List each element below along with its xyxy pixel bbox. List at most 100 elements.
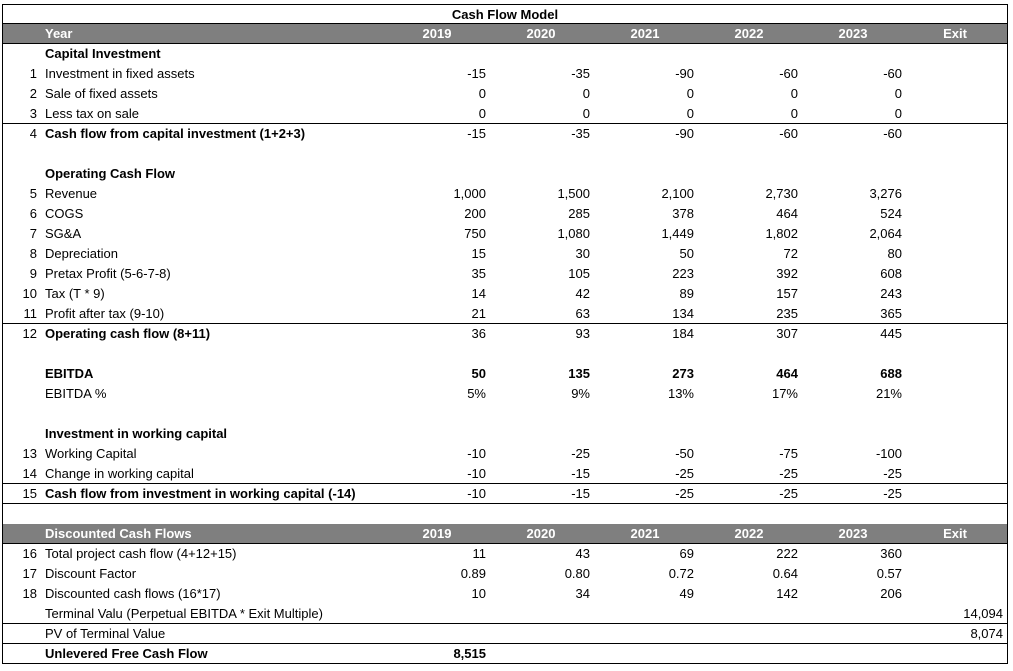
row-label: Pretax Profit (5-6-7-8) (45, 266, 171, 281)
cell-2021: 0 (686, 106, 694, 121)
cell-2023: 21% (875, 386, 902, 401)
row-number: 3 (29, 106, 37, 121)
table-row: 8 Depreciation 15 30 50 72 80 (3, 244, 1007, 264)
row-number: 10 (22, 286, 37, 301)
section-heading: Capital Investment (3, 44, 1007, 64)
row-label: SG&A (45, 226, 82, 241)
cell-2019: 5% (467, 386, 486, 401)
operating-heading: Operating Cash Flow (45, 166, 176, 181)
cell-2022: -25 (779, 466, 798, 481)
ebitda-label: EBITDA (45, 366, 94, 381)
row-label: Cash flow from capital investment (1+2+3… (45, 126, 306, 141)
cell-2020: -15 (571, 486, 590, 501)
spacer-row (3, 404, 1007, 424)
row-label: Working Capital (45, 446, 137, 461)
cell-2019: 1,000 (453, 186, 486, 201)
table-row: 6 COGS 200 285 378 464 524 (3, 204, 1007, 224)
cell-2020: 34 (575, 586, 590, 601)
cell-2020: 285 (568, 206, 590, 221)
cell-2019: -10 (467, 466, 486, 481)
cell-2019: -10 (467, 446, 486, 461)
cell-2022: 392 (776, 266, 798, 281)
cell-2023: 3,276 (869, 186, 902, 201)
header-year-2019: 2019 (422, 26, 452, 41)
capital-heading: Capital Investment (45, 46, 161, 61)
title-row: Cash Flow Model (3, 4, 1007, 24)
ufcf-row: Unlevered Free Cash Flow 8,515 (3, 644, 1007, 664)
header-year-2020: 2020 (526, 526, 556, 541)
cell-2021: -50 (675, 446, 694, 461)
row-number: 4 (29, 126, 37, 141)
pv-terminal-row: PV of Terminal Value 8,074 (3, 624, 1007, 644)
cell-2020: 42 (575, 286, 590, 301)
discounted-header-row: Discounted Cash Flows 2019 2020 2021 202… (3, 524, 1007, 544)
row-number: 9 (29, 266, 37, 281)
cell-2023: 206 (880, 586, 902, 601)
table-row: 9 Pretax Profit (5-6-7-8) 35 105 223 392… (3, 264, 1007, 284)
row-number: 12 (22, 326, 37, 341)
cell-2021: 1,449 (661, 226, 694, 241)
cell-2021: 0 (686, 86, 694, 101)
cell-2023: 360 (880, 546, 902, 561)
table-row: 4 Cash flow from capital investment (1+2… (3, 124, 1007, 144)
row-label: Discount Factor (45, 566, 137, 581)
sheet-title: Cash Flow Model (451, 7, 559, 22)
cell-2023: 0 (894, 106, 902, 121)
cell-2019: 36 (471, 326, 486, 341)
cell-2023: 0.57 (876, 566, 902, 581)
ufcf-label: Unlevered Free Cash Flow (45, 646, 208, 661)
table-row: 14 Change in working capital -10 -15 -25… (3, 464, 1007, 484)
header-year-2022: 2022 (734, 526, 764, 541)
table-row: 10 Tax (T * 9) 14 42 89 157 243 (3, 284, 1007, 304)
header-year-2023: 2023 (838, 26, 868, 41)
header-year-exit: Exit (943, 526, 967, 541)
table-row: 17 Discount Factor 0.89 0.80 0.72 0.64 0… (3, 564, 1007, 584)
cell-2019: 0 (478, 86, 486, 101)
row-label: Profit after tax (9-10) (45, 306, 165, 321)
row-number: 2 (29, 86, 37, 101)
terminal-value-row: Terminal Valu (Perpetual EBITDA * Exit M… (3, 604, 1007, 624)
cell-2023: -60 (883, 66, 902, 81)
cell-2022: 0 (790, 86, 798, 101)
cell-2021: -25 (675, 466, 694, 481)
cell-2019: 0 (478, 106, 486, 121)
cell-2019: 14 (471, 286, 486, 301)
cell-2020: 0 (582, 86, 590, 101)
cell-2020: 30 (575, 246, 590, 261)
header-year-2022: 2022 (734, 26, 764, 41)
cell-2020: 0 (582, 106, 590, 121)
row-number: 18 (22, 586, 37, 601)
cell-2019: 200 (464, 206, 486, 221)
cell-2020: 43 (575, 546, 590, 561)
row-label: Less tax on sale (45, 106, 139, 121)
cell-2022: 2,730 (765, 186, 798, 201)
cell-2021: 134 (672, 306, 694, 321)
row-number: 13 (22, 446, 37, 461)
cell-2020: 1,080 (557, 226, 590, 241)
cell-2021: -90 (675, 66, 694, 81)
year-header-row: Year 2019 2020 2021 2022 2023 Exit (3, 24, 1007, 44)
cell-2023: 524 (880, 206, 902, 221)
table-row: 1 Investment in fixed assets -15 -35 -90… (3, 64, 1007, 84)
cell-2023: 243 (880, 286, 902, 301)
row-label: Sale of fixed assets (45, 86, 158, 101)
cell-2019: 50 (471, 366, 486, 381)
spacer-row (3, 344, 1007, 364)
cell-2021: 69 (679, 546, 694, 561)
cell-2019: 21 (471, 306, 486, 321)
table-row: 16 Total project cash flow (4+12+15) 11 … (3, 544, 1007, 564)
row-label: Total project cash flow (4+12+15) (45, 546, 237, 561)
ebitda-row: EBITDA 50 135 273 464 688 (3, 364, 1007, 384)
section-heading: Investment in working capital (3, 424, 1007, 444)
cell-2019: 35 (471, 266, 486, 281)
header-label: Discounted Cash Flows (45, 526, 192, 541)
row-number: 8 (29, 246, 37, 261)
table-row: 12 Operating cash flow (8+11) 36 93 184 … (3, 324, 1007, 344)
cell-2022: 157 (776, 286, 798, 301)
row-label: Change in working capital (45, 466, 194, 481)
terminal-value-label: Terminal Valu (Perpetual EBITDA * Exit M… (45, 606, 323, 621)
spacer-row (3, 144, 1007, 164)
table-row: 3 Less tax on sale 0 0 0 0 0 (3, 104, 1007, 124)
header-year-2023: 2023 (838, 526, 868, 541)
table-row: 5 Revenue 1,000 1,500 2,100 2,730 3,276 (3, 184, 1007, 204)
